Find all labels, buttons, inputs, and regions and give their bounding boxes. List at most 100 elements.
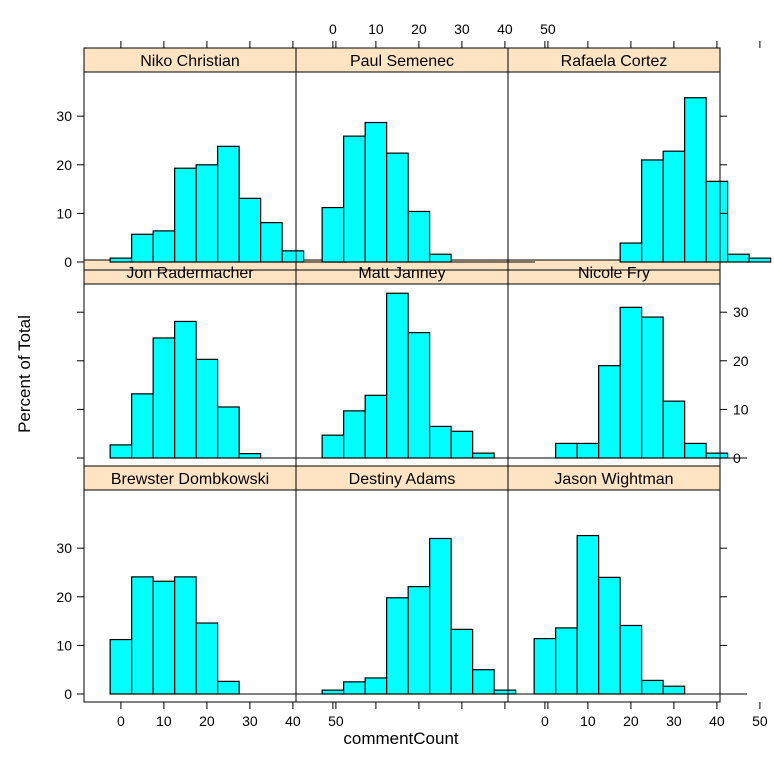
histogram-bar [109,444,133,459]
histogram-bar [321,434,345,459]
histogram-bar [684,442,707,459]
panel-strip [83,47,297,73]
y-tick-label: 30 [56,108,72,124]
histogram-bar [598,365,621,459]
histogram-bar [238,453,262,459]
histogram-bar [343,410,366,459]
panel-frame [507,71,721,271]
histogram-bar [174,576,197,695]
histogram-bar [343,135,366,263]
histogram-bar [281,250,305,263]
y-tick-label: 20 [56,157,72,173]
histogram-bar [450,628,474,695]
x-tick-label: 40 [497,21,513,37]
x-tick-label: 10 [156,713,172,729]
histogram-bar [705,180,729,263]
histogram-bar [407,332,431,459]
y-tick-label: 10 [56,205,72,221]
histogram-bar [576,534,600,695]
y-tick-label: 30 [733,304,749,320]
x-tick-label: 50 [328,713,344,729]
histogram-bar [555,442,578,459]
axis-layer: 0 10 20 30 0 10 20 30 40 50 0 10 20 30 0 10 20 30 0 10 20 30 4… [56,21,767,729]
x-tick-label: 10 [580,713,596,729]
y-tick-label: 10 [56,637,72,653]
histogram-bar [641,159,664,263]
y-tick-label: 20 [56,589,72,605]
histogram-bar [321,689,345,695]
histogram-bar [727,253,750,263]
histogram-bar [386,597,409,695]
panel-strip [83,465,297,491]
histogram-bar [364,121,388,263]
panel-title: Jon Radermacher [126,265,254,282]
panel-title: Destiny Adams [349,471,456,488]
panel-strip [507,259,721,285]
histogram-bar [705,452,729,459]
histogram-bar [131,393,154,459]
histogram-bar [429,537,452,695]
histogram-bar [662,685,686,695]
panel-title: Matt Janney [358,265,445,282]
x-tick-label: 0 [117,713,125,729]
histogram-bar [407,210,431,263]
histogram-bar [217,406,240,459]
panel-strip [295,259,509,285]
y-tick-label: 0 [733,450,741,466]
histogram-bar [472,452,495,459]
y-tick-label: 0 [64,254,72,270]
histogram-bar [598,576,621,695]
histogram-bar [152,230,176,263]
strip-layer: Niko Christian Paul Semenec Rafaela Cortez… [83,47,721,491]
x-tick-label: 40 [285,713,301,729]
histogram-bar [195,622,219,695]
x-tick-label: 50 [540,21,556,37]
histogram-bar [748,257,772,263]
histogram-bar [619,242,643,263]
x-tick-label: 30 [666,713,682,729]
panel-title: Paul Semenec [350,53,454,70]
panel-frame [507,283,721,467]
panel-title: Nicole Fry [578,265,650,282]
histogram-bar [174,167,197,263]
histogram-bar [195,358,219,459]
histogram-bar [662,400,686,459]
histogram-bar [217,145,240,263]
histogram-bar [641,679,664,695]
histogram-bar [641,316,664,459]
x-tick-label: 10 [368,21,384,37]
panel-strip [507,47,721,73]
x-tick-label: 0 [329,21,337,37]
histogram-bar [109,638,133,695]
histogram-bar [343,681,366,695]
panel-title: Brewster Dombkowski [111,471,269,488]
histogram-bar [260,222,283,263]
panel-title: Rafaela Cortez [561,53,668,70]
x-tick-label: 40 [709,713,725,729]
histogram-bar [131,233,154,263]
histogram-bar [662,150,686,263]
panel-title: Jason Wightman [554,471,673,488]
y-tick-label: 0 [64,686,72,702]
histogram-bar [619,306,643,459]
histogram-bar [364,677,388,695]
histogram-bar [684,97,707,263]
x-tick-label: 30 [454,21,470,37]
frame-layer [83,71,721,703]
panel-title: Niko Christian [140,53,240,70]
histogram-bar [619,624,643,695]
x-tick-label: 20 [411,21,427,37]
histogram-bar [407,585,431,695]
histogram-bar [364,394,388,459]
x-tick-label: 20 [623,713,639,729]
histogram-bar [174,320,197,459]
histogram-bar [152,580,176,695]
histogram-bar [386,152,409,263]
histogram-bar [238,197,262,263]
x-tick-label: 50 [752,713,768,729]
x-tick-label: 0 [541,713,549,729]
y-tick-label: 30 [56,540,72,556]
x-tick-label: 20 [199,713,215,729]
bar-layer [109,97,772,695]
